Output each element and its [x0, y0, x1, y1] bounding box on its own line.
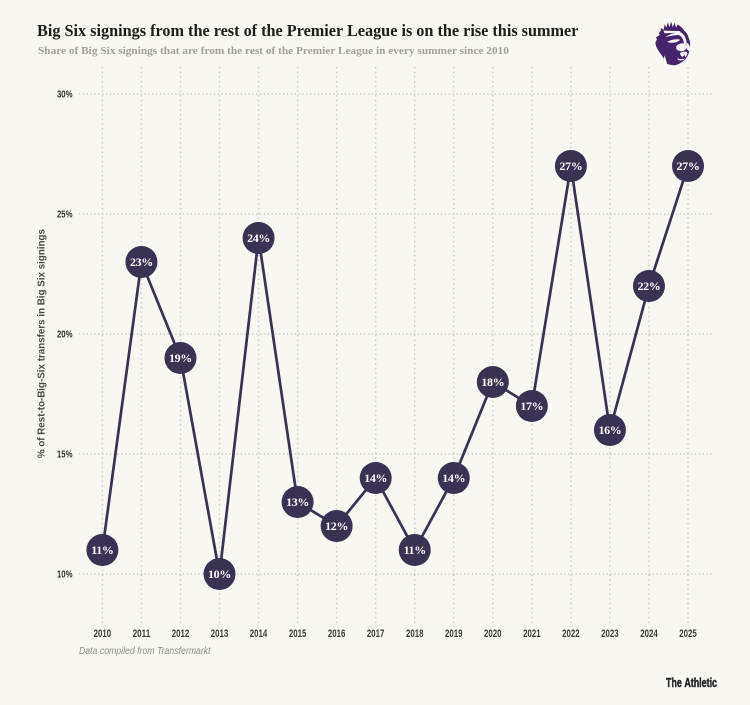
svg-text:27%: 27% — [559, 159, 582, 173]
svg-text:14%: 14% — [442, 471, 465, 485]
svg-text:2013: 2013 — [211, 628, 229, 640]
svg-text:10%: 10% — [57, 569, 73, 581]
svg-text:11%: 11% — [404, 543, 426, 557]
svg-text:24%: 24% — [247, 231, 270, 245]
svg-text:27%: 27% — [677, 159, 700, 173]
svg-text:2021: 2021 — [523, 628, 541, 640]
svg-text:2025: 2025 — [679, 628, 697, 640]
svg-text:2012: 2012 — [172, 628, 190, 640]
svg-text:2017: 2017 — [367, 628, 385, 640]
svg-text:2022: 2022 — [562, 628, 580, 640]
svg-text:20%: 20% — [57, 329, 73, 341]
svg-text:23%: 23% — [130, 255, 153, 269]
svg-text:19%: 19% — [169, 351, 192, 365]
svg-text:2011: 2011 — [133, 628, 151, 640]
svg-text:13%: 13% — [286, 495, 309, 509]
svg-text:% of Rest-to-Big-Six transfers: % of Rest-to-Big-Six transfers in Big Si… — [37, 228, 48, 458]
svg-text:18%: 18% — [481, 375, 504, 389]
svg-text:16%: 16% — [598, 423, 621, 437]
svg-text:2020: 2020 — [484, 628, 502, 640]
svg-text:2024: 2024 — [640, 628, 658, 640]
svg-text:11%: 11% — [91, 543, 113, 557]
svg-text:25%: 25% — [57, 209, 73, 221]
svg-text:17%: 17% — [520, 399, 543, 413]
svg-text:22%: 22% — [637, 279, 660, 293]
svg-text:2019: 2019 — [445, 628, 463, 640]
svg-text:2018: 2018 — [406, 628, 424, 640]
svg-text:30%: 30% — [57, 89, 73, 101]
svg-text:2016: 2016 — [328, 628, 346, 640]
svg-text:10%: 10% — [208, 567, 231, 581]
svg-text:2014: 2014 — [250, 628, 268, 640]
svg-text:2023: 2023 — [601, 628, 619, 640]
svg-text:14%: 14% — [364, 471, 387, 485]
svg-text:2010: 2010 — [94, 628, 112, 640]
svg-text:2015: 2015 — [289, 628, 307, 640]
svg-text:15%: 15% — [57, 449, 73, 461]
svg-text:12%: 12% — [325, 519, 348, 533]
